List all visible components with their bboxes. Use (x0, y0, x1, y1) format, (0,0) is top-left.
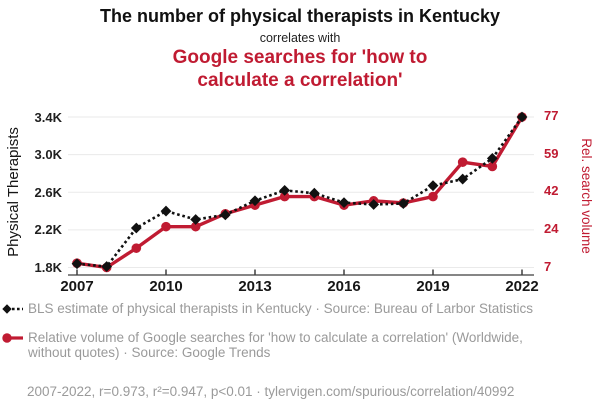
secondary-title-text: Google searches for 'how to calculate a … (172, 47, 428, 91)
legend-item-therapists: BLS estimate of physical therapists in K… (2, 301, 594, 317)
diamond-dashed-marker-icon (2, 304, 23, 314)
legend-item-searches: Relative volume of Google searches for '… (2, 330, 594, 361)
y-axis-tick-label: 7 (544, 258, 552, 274)
y-axis-tick-label: 2.2K (34, 222, 62, 238)
legend: BLS estimate of physical therapists in K… (2, 301, 594, 374)
x-axis-tick-label: 2007 (60, 278, 94, 295)
y-axis-tick-label: 1.8K (34, 260, 62, 275)
y-axis-tick-label: 3.0K (34, 147, 62, 163)
x-axis-tick-label: 2019 (416, 278, 450, 295)
y-axis-tick-label: 2.6K (34, 184, 62, 200)
y-axis-tick-label: 24 (544, 220, 559, 236)
legend-item-label: Relative volume of Google searches for '… (28, 329, 523, 361)
x-axis-tick-label: 2016 (327, 278, 361, 295)
y-axis-tick-label: 3.4K (34, 109, 62, 125)
correlates-with-label: correlates with (259, 31, 341, 45)
circle-solid-marker-icon (2, 332, 23, 343)
stats-footer: 2007-2022, r=0.973, r²=0.947, p<0.01 · t… (27, 384, 515, 399)
page-title: The number of physical therapists in Ken… (99, 6, 501, 26)
y-axis-tick-label: 42 (544, 183, 559, 199)
y-axis-tick-label: 77 (544, 108, 559, 123)
y-axis-tick-label: 59 (544, 145, 559, 161)
x-axis-tick-label: 2022 (505, 278, 539, 295)
x-axis-tick-label: 2013 (238, 278, 272, 295)
secondary-title: Google searches for 'how to calculate a … (0, 47, 600, 92)
x-axis-tick-label: 2010 (149, 278, 183, 295)
legend-item-label: BLS estimate of physical therapists in K… (28, 301, 533, 316)
